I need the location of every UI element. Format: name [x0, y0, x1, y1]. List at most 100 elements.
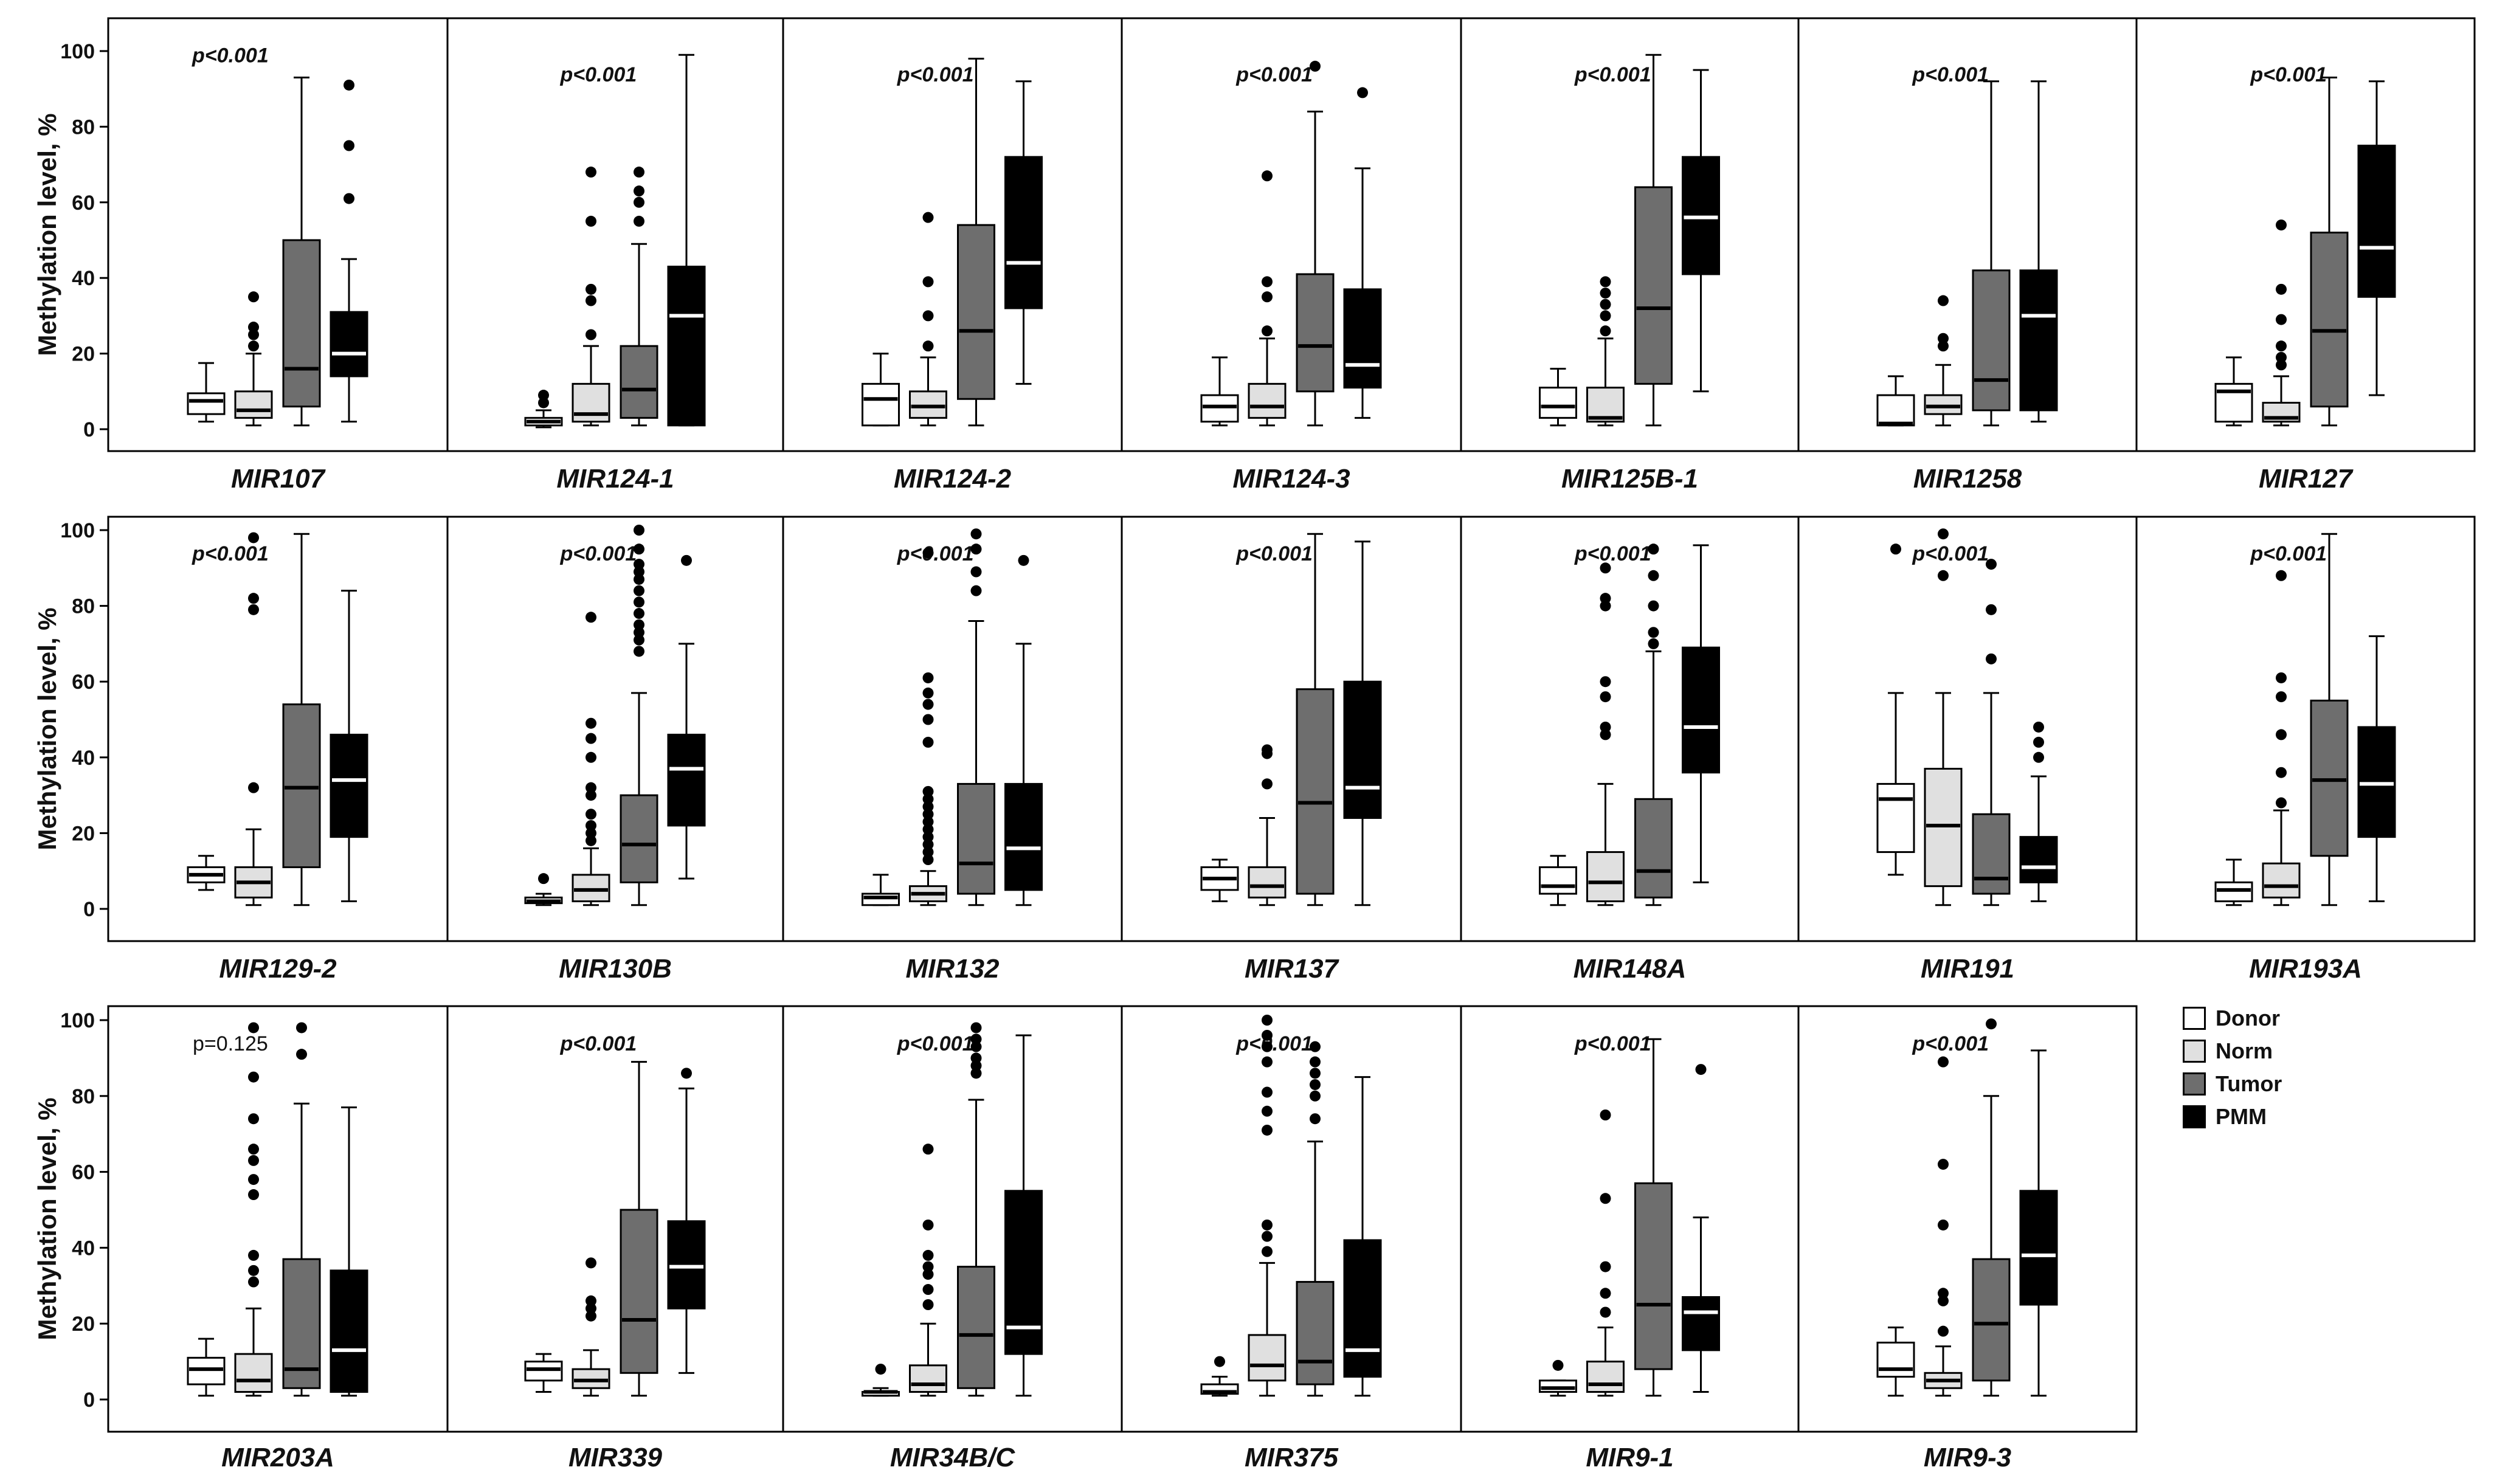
panel-mir130b-donor-outlier: [538, 873, 549, 885]
panel-mir137-norm-box: [1248, 866, 1287, 899]
panel-mir124-3-donor-box: [1200, 394, 1239, 423]
panel-mir193a-pmm-box: [2357, 726, 2396, 838]
panel-mir125b-1-donor-box: [1539, 387, 1577, 419]
panel-mir137-pmm-box: [1343, 680, 1382, 819]
panel-mir203a-norm-outlier: [248, 1113, 259, 1125]
panel-mir124-1-norm-box: [572, 382, 610, 423]
panel-mir124-1-tumor-outlier: [634, 215, 644, 227]
panel-mir9-3-norm-outlier: [1938, 1295, 1949, 1306]
row2-ytick-label: 20: [72, 822, 95, 845]
panel-mir148a-gene-label: MIR148A: [1574, 954, 1687, 984]
legend: Donor Norm Tumor PMM: [2183, 1002, 2282, 1133]
row3-ytick-label: 20: [72, 1313, 95, 1336]
panel-mir375-tumor-outlier: [1310, 1113, 1321, 1125]
panel-mir9-1-norm-outlier: [1600, 1193, 1611, 1204]
panel-mir130b-pvalue: p<0.001: [560, 542, 637, 565]
panel-mir375-donor-outlier: [1214, 1356, 1225, 1367]
row1-ytick-label: 0: [83, 418, 95, 441]
panel-mir132-norm-outlier: [922, 699, 934, 710]
panel-mir107-norm-outlier: [248, 340, 259, 352]
panel-mir127-gene-label: MIR127: [2259, 464, 2354, 494]
panel-mir339-norm-outlier: [586, 1257, 596, 1269]
panel-mir339-gene-label: MIR339: [568, 1443, 663, 1472]
panel-mir132-tumor-outlier: [970, 544, 982, 555]
panel-mir132-norm-outlier: [922, 854, 934, 866]
panel-mir203a-norm-outlier: [248, 1249, 259, 1261]
panel-mir1258-norm-outlier: [1938, 295, 1949, 306]
panel-mir375-norm-outlier: [1262, 1015, 1273, 1026]
panel-mir9-1-norm-box: [1586, 1361, 1625, 1393]
panel-mir148a-tumor-outlier: [1648, 600, 1659, 612]
panel-mir127-norm-outlier: [2276, 340, 2287, 352]
panel-mir124-1-gene-label: MIR124-1: [556, 464, 674, 494]
panel-mir125b-1-pmm-box: [1682, 156, 1720, 275]
panel-mir132-norm-outlier: [922, 846, 934, 858]
panel-mir148a-tumor-outlier: [1648, 544, 1659, 555]
panel-mir375-tumor-outlier: [1310, 1068, 1321, 1079]
panel-mir193a-gene-label: MIR193A: [2249, 954, 2362, 984]
panel-mir1258-gene-label: MIR1258: [1913, 464, 2022, 494]
panel-mir375-tumor-outlier: [1310, 1056, 1321, 1068]
panel-mir127-pvalue: p<0.001: [2250, 63, 2327, 86]
panel-mir375-gene-label: MIR375: [1245, 1443, 1339, 1472]
panel-mir148a-tumor-box: [1634, 798, 1673, 899]
panel-mir124-3-pmm-box: [1343, 288, 1382, 389]
panel-mir1258-pvalue: p<0.001: [1912, 63, 1989, 86]
row2-ytick-label: 80: [72, 595, 95, 618]
panel-mir375-norm-outlier: [1262, 1041, 1273, 1052]
panel-mir375-norm-outlier: [1262, 1029, 1273, 1041]
panel-mir203a-pvalue: p=0.125: [193, 1032, 268, 1055]
panel-mir34b-c-norm-box: [909, 1364, 947, 1393]
panel-mir132-norm-outlier: [922, 785, 934, 797]
row2-y-axis-label: Methylation level, %: [33, 607, 61, 850]
panel-mir191-tumor-outlier: [1986, 559, 1997, 570]
panel-mir127-norm-outlier: [2276, 351, 2287, 363]
panel-mir203a-pmm-box: [330, 1269, 368, 1393]
panel-mir124-1-tumor-outlier: [634, 196, 644, 208]
panel-mir137-pvalue: p<0.001: [1235, 542, 1313, 565]
panel-mir34b-c-tumor-outlier: [970, 1022, 982, 1034]
panel-mir148a-norm-outlier: [1600, 721, 1611, 733]
panel-mir125b-1-norm-outlier: [1600, 310, 1611, 322]
panel-mir148a-pmm-box: [1682, 646, 1720, 774]
panel-mir132-norm-outlier: [922, 816, 934, 827]
panel-mir107-tumor-box: [282, 239, 321, 408]
panel-mir130b-norm-outlier: [586, 827, 596, 839]
panel-mir107-norm-box: [234, 390, 273, 419]
panel-mir125b-1-pvalue: p<0.001: [1574, 63, 1651, 86]
panel-mir125b-1-norm-outlier: [1600, 288, 1611, 299]
panel-mir127-donor-box: [2214, 382, 2253, 423]
panel-mir375-norm-outlier: [1262, 1246, 1273, 1257]
panel-mir34b-c-norm-outlier: [922, 1299, 934, 1310]
panel-mir9-1-tumor-box: [1634, 1182, 1673, 1370]
panel-mir34b-c-tumor-outlier: [970, 1052, 982, 1064]
panel-mir193a-tumor-box: [2310, 699, 2349, 857]
panel-mir127-norm-outlier: [2276, 359, 2287, 371]
panel-mir191-tumor-outlier: [1986, 604, 1997, 615]
panel-mir34b-c-tumor-outlier: [970, 1068, 982, 1079]
panel-mir34b-c-norm-outlier: [922, 1219, 934, 1230]
panel-mir339-pmm-outlier: [681, 1068, 692, 1079]
panel-mir129-2-pvalue: p<0.001: [192, 542, 269, 565]
panel-mir127-norm-outlier: [2276, 314, 2287, 325]
panel-mir339-norm-outlier: [586, 1295, 596, 1306]
panel-mir125b-1-norm-outlier: [1600, 299, 1611, 310]
panel-mir130b-tumor-outlier: [634, 596, 644, 608]
panel-mir137-norm-outlier: [1262, 778, 1273, 790]
panel-mir124-3-pmm-outlier: [1357, 87, 1368, 98]
panel-mir1258-norm-box: [1924, 394, 1963, 415]
panel-mir148a-norm-outlier: [1600, 729, 1611, 740]
panel-mir148a-tumor-outlier: [1648, 627, 1659, 638]
panel-mir129-2-norm-outlier: [248, 593, 259, 604]
panel-mir9-1-donor-outlier: [1552, 1359, 1564, 1371]
panel-mir375-norm-outlier: [1262, 1056, 1273, 1068]
panel-mir9-1-norm-outlier: [1600, 1261, 1611, 1272]
panel-mir132-norm-outlier: [922, 547, 934, 559]
panel-mir193a-norm-outlier: [2276, 729, 2287, 740]
panel-mir125b-1-norm-box: [1586, 387, 1625, 423]
panel-mir191-tumor-box: [1972, 813, 2011, 895]
panel-mir124-2-norm-box: [909, 390, 947, 419]
panel-mir148a-donor-box: [1539, 866, 1577, 895]
panel-mir130b-tumor-outlier: [634, 585, 644, 596]
